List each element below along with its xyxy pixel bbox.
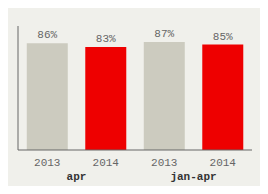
svg-text:85%: 85%: [213, 31, 233, 43]
svg-text:2014: 2014: [210, 157, 237, 169]
svg-text:86%: 86%: [37, 29, 57, 41]
html-text:apr: apr: [66, 171, 87, 183]
html-text:jan-apr: jan-apr: [170, 171, 217, 183]
svg-text:2013: 2013: [34, 157, 60, 169]
svg-text:87%: 87%: [154, 28, 174, 40]
svg-text:83%: 83%: [96, 33, 116, 45]
svg-text:2013: 2013: [151, 157, 177, 169]
svg-text:2014: 2014: [93, 157, 120, 169]
